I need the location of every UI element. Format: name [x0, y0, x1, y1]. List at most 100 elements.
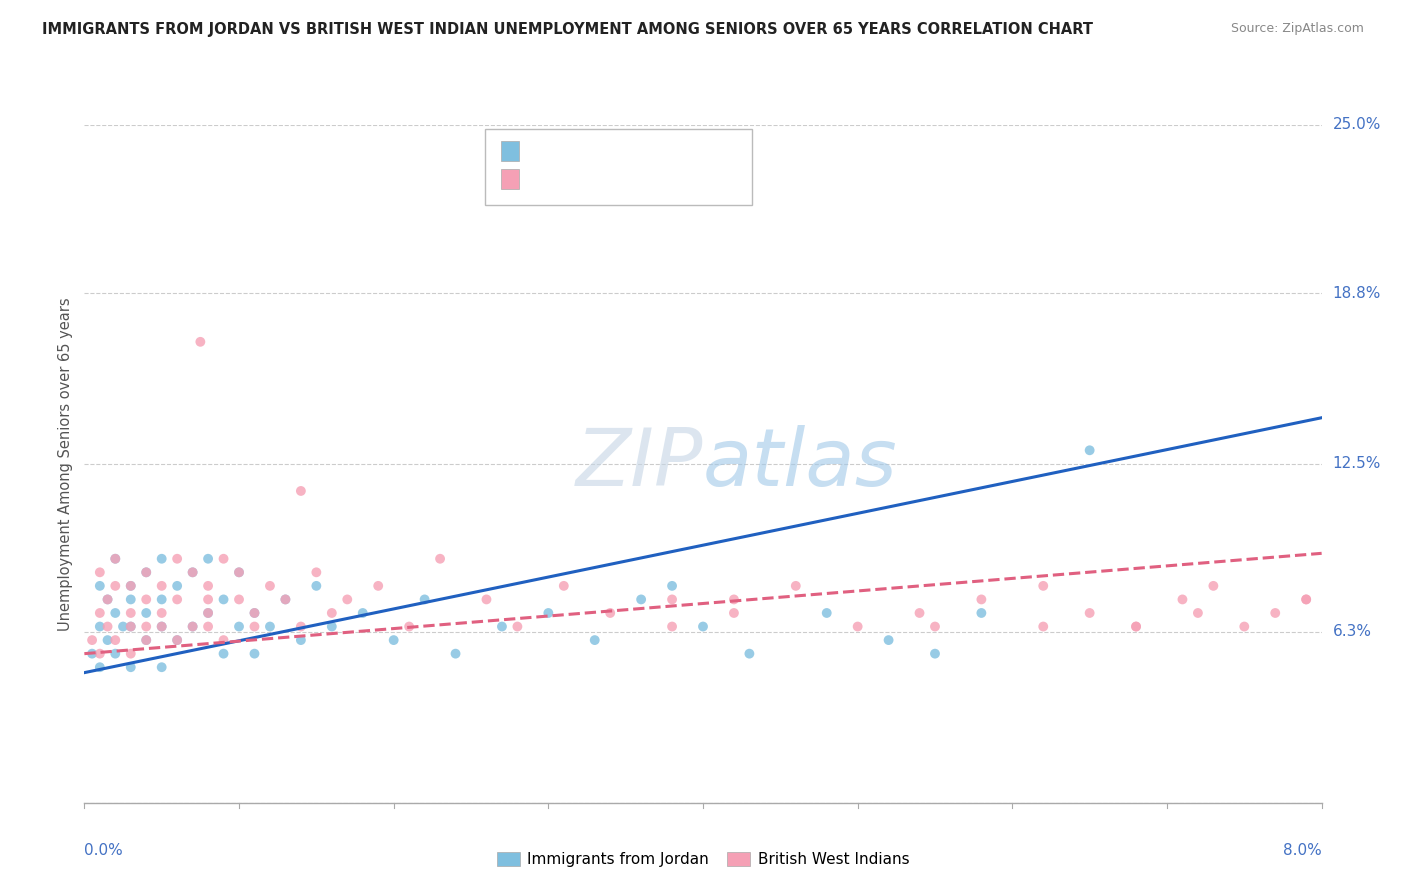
Point	[104, 606, 127, 620]
Point	[166, 633, 188, 648]
Point	[537, 606, 560, 620]
Point	[429, 551, 451, 566]
Point	[924, 647, 946, 661]
Text: 25.0%: 25.0%	[1333, 118, 1381, 132]
Text: 0.0%: 0.0%	[84, 844, 124, 858]
Text: R = 0.458   N = 54: R = 0.458 N = 54	[524, 150, 669, 165]
Point	[89, 647, 111, 661]
Point	[228, 592, 250, 607]
Text: Source: ZipAtlas.com: Source: ZipAtlas.com	[1230, 22, 1364, 36]
Point	[120, 647, 142, 661]
Point	[166, 551, 188, 566]
Point	[104, 551, 127, 566]
Point	[181, 566, 204, 580]
Point	[1187, 606, 1209, 620]
Text: 8.0%: 8.0%	[1282, 844, 1322, 858]
Point	[82, 633, 104, 648]
Point	[661, 592, 683, 607]
Point	[120, 660, 142, 674]
Point	[290, 483, 312, 498]
Point	[259, 579, 281, 593]
Point	[104, 647, 127, 661]
Point	[150, 619, 173, 633]
Point	[785, 579, 807, 593]
Point	[96, 592, 118, 607]
Point	[243, 606, 266, 620]
Point	[212, 633, 235, 648]
Point	[96, 592, 118, 607]
Point	[181, 566, 204, 580]
Point	[197, 592, 219, 607]
Text: atlas: atlas	[703, 425, 898, 503]
Point	[1264, 606, 1286, 620]
Point	[475, 592, 498, 607]
Point	[1032, 619, 1054, 633]
Point	[815, 606, 838, 620]
Point	[398, 619, 420, 633]
Point	[150, 551, 173, 566]
Point	[599, 606, 621, 620]
Point	[212, 647, 235, 661]
Text: 6.3%: 6.3%	[1333, 624, 1372, 640]
Point	[212, 592, 235, 607]
Point	[89, 619, 111, 633]
Point	[630, 592, 652, 607]
Point	[1295, 592, 1317, 607]
Point	[135, 606, 157, 620]
Point	[491, 619, 513, 633]
Point	[135, 619, 157, 633]
Point	[1202, 579, 1225, 593]
Point	[970, 592, 993, 607]
Point	[120, 579, 142, 593]
Point	[321, 606, 343, 620]
Point	[197, 606, 219, 620]
Point	[104, 579, 127, 593]
Point	[1125, 619, 1147, 633]
Point	[120, 606, 142, 620]
Point	[120, 619, 142, 633]
Text: R = 0.146   N = 71: R = 0.146 N = 71	[524, 178, 669, 194]
Point	[197, 579, 219, 593]
Point	[723, 606, 745, 620]
Point	[96, 619, 118, 633]
Point	[305, 579, 328, 593]
Point	[166, 633, 188, 648]
Point	[413, 592, 436, 607]
Point	[135, 592, 157, 607]
Point	[243, 647, 266, 661]
Point	[89, 566, 111, 580]
Point	[166, 579, 188, 593]
Text: IMMIGRANTS FROM JORDAN VS BRITISH WEST INDIAN UNEMPLOYMENT AMONG SENIORS OVER 65: IMMIGRANTS FROM JORDAN VS BRITISH WEST I…	[42, 22, 1094, 37]
Point	[181, 619, 204, 633]
Point	[290, 619, 312, 633]
Point	[197, 551, 219, 566]
Point	[305, 566, 328, 580]
Point	[150, 660, 173, 674]
Point	[104, 551, 127, 566]
Point	[135, 566, 157, 580]
Point	[150, 579, 173, 593]
Point	[444, 647, 467, 661]
Point	[135, 633, 157, 648]
Point	[188, 334, 211, 349]
Point	[135, 633, 157, 648]
Point	[877, 633, 900, 648]
Point	[181, 619, 204, 633]
Point	[1233, 619, 1256, 633]
Point	[150, 592, 173, 607]
Point	[738, 647, 761, 661]
Point	[290, 633, 312, 648]
Point	[352, 606, 374, 620]
Point	[112, 619, 135, 633]
Point	[1078, 443, 1101, 458]
Point	[321, 619, 343, 633]
Point	[1032, 579, 1054, 593]
Point	[908, 606, 931, 620]
Point	[104, 633, 127, 648]
Point	[96, 633, 118, 648]
Point	[274, 592, 297, 607]
Point	[243, 606, 266, 620]
Point	[336, 592, 359, 607]
Y-axis label: Unemployment Among Seniors over 65 years: Unemployment Among Seniors over 65 years	[58, 297, 73, 631]
Point	[228, 566, 250, 580]
